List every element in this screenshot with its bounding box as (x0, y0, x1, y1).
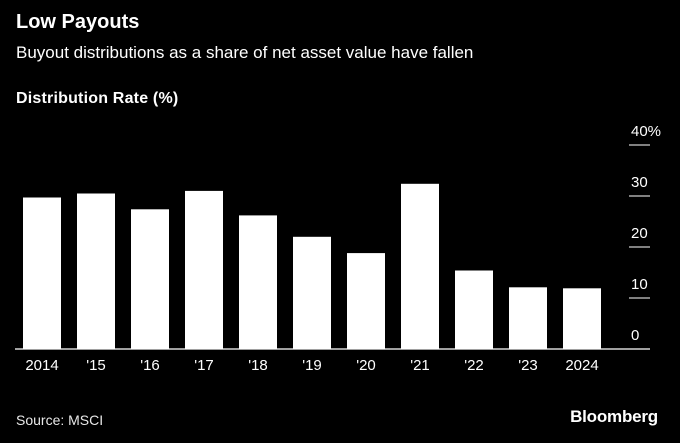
bar-'21 (401, 183, 439, 349)
chart-title: Low Payouts (16, 11, 140, 33)
bar-'16 (131, 209, 169, 349)
bloomberg-logo: Bloomberg (570, 407, 658, 426)
bar-'19 (293, 236, 331, 349)
x-tick-label: '17 (194, 357, 214, 374)
x-tick-label: '15 (86, 357, 106, 374)
y-tick-label: 0 (631, 327, 639, 344)
y-tick-label: 20 (631, 225, 648, 242)
y-tick-label: 10 (631, 276, 648, 293)
source-note: Source: MSCI (16, 412, 104, 428)
bar-'18 (239, 215, 277, 349)
y-tick-label: 40% (631, 123, 661, 140)
x-tick-label: '20 (356, 357, 376, 374)
bar-2014 (23, 197, 61, 349)
bar-'22 (455, 270, 493, 349)
y-tick-label: 30 (631, 174, 648, 191)
x-tick-label: 2024 (565, 357, 598, 374)
x-tick-label: '21 (410, 357, 430, 374)
bar-'15 (77, 193, 115, 349)
x-tick-label: 2014 (25, 357, 58, 374)
bar-'23 (509, 287, 547, 349)
bar-'20 (347, 253, 385, 349)
bar-2024 (563, 288, 601, 349)
x-tick-label: '16 (140, 357, 160, 374)
x-tick-label: '23 (518, 357, 538, 374)
bar-'17 (185, 190, 223, 349)
y-axis-label: Distribution Rate (%) (16, 90, 179, 107)
chart-subtitle: Buyout distributions as a share of net a… (16, 43, 474, 62)
x-tick-label: '18 (248, 357, 268, 374)
x-tick-label: '22 (464, 357, 484, 374)
x-tick-label: '19 (302, 357, 322, 374)
